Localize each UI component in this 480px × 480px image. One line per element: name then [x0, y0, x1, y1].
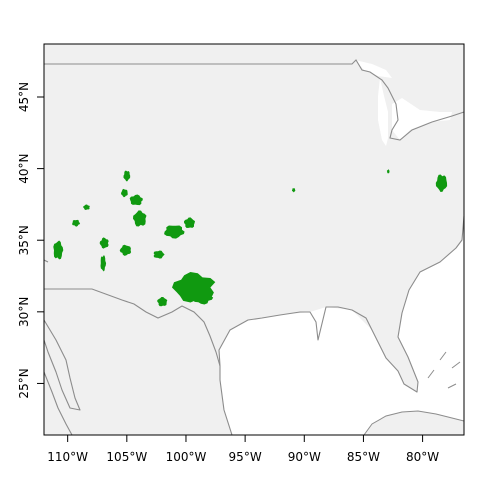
coastline-baja — [43, 319, 81, 411]
occurrence-patch-arkansas — [292, 188, 296, 193]
border-mexico — [44, 288, 221, 367]
y-axis: 25°N 30°N 35°N 40°N 45°N — [17, 82, 44, 399]
land-area — [44, 44, 464, 435]
y-tick-label: 30°N — [17, 297, 31, 327]
occurrence-patch-panhandle — [164, 225, 185, 239]
occurrence-patch-utah-2 — [72, 219, 81, 227]
coastline-yucatan — [219, 366, 233, 436]
y-tick-label: 25°N — [17, 368, 31, 398]
occurrence-patch-new-mexico-2 — [153, 250, 165, 259]
map-layer — [43, 44, 465, 436]
occurrence-patch-new-mexico-3 — [99, 237, 109, 249]
y-tick-label: 40°N — [17, 153, 31, 183]
great-lakes-east — [392, 98, 452, 140]
lake-superior — [355, 60, 392, 78]
occurrence-patch-south-colorado — [133, 210, 147, 227]
x-tick-label: 90°W — [288, 450, 321, 464]
x-tick-label: 85°W — [347, 450, 380, 464]
occurrence-patch-utah-1 — [83, 204, 90, 210]
lake-michigan — [378, 78, 388, 146]
occurrence-patch-new-mexico-4 — [100, 255, 107, 272]
occurrence-patch-new-mexico-1 — [119, 244, 132, 256]
occurrence-patch-virginia — [435, 174, 448, 192]
occurrence-patch-arizona-west — [53, 240, 64, 260]
occurrence-patch-panhandle-east — [184, 217, 195, 228]
x-axis: 110°W 105°W 100°W 95°W 90°W 85°W 80°W — [47, 435, 439, 464]
occurrence-patch-colorado-west — [121, 188, 128, 198]
border-west — [43, 259, 49, 263]
border-north — [44, 59, 465, 141]
occurrence-patch-colorado-mid — [129, 194, 143, 206]
occurrence-patch-colorado-north — [123, 170, 131, 182]
x-tick-label: 110°W — [47, 450, 88, 464]
occurrence-patch-west-texas-south — [192, 291, 214, 305]
y-tick-label: 35°N — [17, 225, 31, 255]
bahamas — [427, 351, 461, 389]
map-frame — [43, 43, 465, 436]
x-tick-label: 100°W — [166, 450, 207, 464]
x-tick-label: 80°W — [406, 450, 439, 464]
coastline-gulf — [218, 215, 465, 393]
occurrence-patch-ohio — [386, 169, 390, 174]
occurrence-patch-texas-west — [157, 297, 168, 307]
y-tick-label: 45°N — [17, 82, 31, 112]
coastline-mexico-west — [43, 371, 73, 436]
map-panel — [43, 43, 465, 436]
occurrence-layer — [53, 169, 448, 307]
x-tick-label: 105°W — [106, 450, 147, 464]
x-tick-label: 95°W — [229, 450, 262, 464]
